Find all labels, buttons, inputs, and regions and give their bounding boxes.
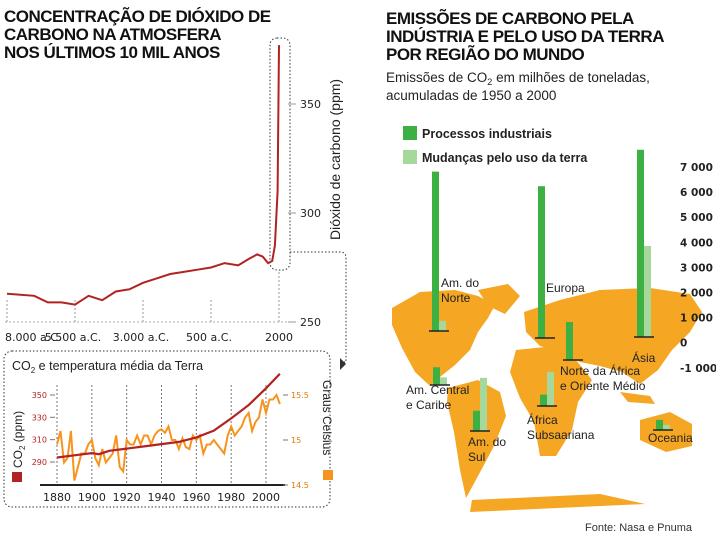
- x-tick-label: 8.000 a.C.: [5, 331, 61, 344]
- highlight-box: [269, 37, 291, 271]
- y-tick-label: 0: [680, 338, 687, 350]
- x-tick-label: 1920: [113, 491, 141, 504]
- region-label: Ásia: [632, 350, 656, 365]
- subtitle-line-1: Emissões de CO2 em milhões de toneladas,: [386, 70, 650, 87]
- region-label: Am. Central: [406, 383, 469, 397]
- region-label: Europa: [546, 281, 585, 295]
- right-title-line-2: INDÚSTRIA E PELO USO DA TERRA: [386, 27, 664, 46]
- y-tick-label: 4 000: [680, 237, 713, 249]
- chart-title: CO2 e temperatura média da Terra: [12, 359, 203, 375]
- region-label: África: [527, 412, 558, 427]
- y-axis-label: Dióxido de carbono (ppm): [327, 79, 343, 240]
- region-label: e Caribe: [406, 398, 452, 412]
- co2-line: [56, 373, 281, 459]
- x-tick-label: 2000: [265, 331, 293, 344]
- subtitle-line-2: acumuladas de 1950 a 2000: [386, 88, 556, 103]
- left-title-line-2: CARBONO NA ATMOSFERA: [4, 25, 221, 44]
- right-axis-label: Graus Celsius: [320, 380, 334, 480]
- x-tick-label: 5.500 a.C.: [45, 331, 101, 344]
- co2-temperature-chart: CO2 e temperatura média da Terra CO2 (pp…: [3, 350, 334, 508]
- y-tick-label: 350: [300, 98, 321, 111]
- x-tick-label: 1980: [217, 491, 245, 504]
- region-label: Am. do: [468, 435, 506, 449]
- right-y-tick-label: 15.5: [291, 391, 309, 400]
- right-y-tick-label: 15: [291, 436, 301, 445]
- y-tick-label: 5 000: [680, 212, 713, 224]
- region-label: Sul: [468, 450, 485, 464]
- right-y-tick-label: 14.5: [291, 481, 309, 490]
- svg-text:CO2 (ppm): CO2 (ppm): [11, 411, 27, 468]
- region-label: e Oriente Médio: [560, 379, 646, 393]
- x-tick-label: 500 a.C.: [186, 331, 232, 344]
- left-title-line-1: CONCENTRAÇÃO DE DIÓXIDO DE: [4, 6, 271, 26]
- left-y-tick-label: 290: [32, 458, 47, 467]
- chart-frame: [3, 350, 331, 508]
- legend-swatch-industrial: [403, 126, 417, 140]
- bar-land-use: [644, 245, 651, 337]
- left-y-tick-label: 310: [32, 436, 47, 445]
- bar-land-use: [480, 377, 487, 431]
- x-tick-label: 1900: [78, 491, 106, 504]
- bar-industrial: [540, 394, 547, 406]
- y-tick-label: 6 000: [680, 187, 713, 199]
- temperature-swatch: [323, 470, 333, 480]
- right-title-line-1: EMISSÕES DE CARBONO PELA: [386, 8, 634, 28]
- legend-label-industrial: Processos industriais: [422, 127, 552, 141]
- region-label: Am. do: [441, 276, 479, 290]
- y-tick-label: 300: [300, 207, 321, 220]
- co2-swatch: [12, 472, 22, 482]
- region-label: Norte da África: [560, 363, 640, 378]
- left-axis-label: CO2 (ppm): [11, 411, 27, 482]
- y-tick-label: 2 000: [680, 288, 713, 300]
- x-tick-label: 1940: [148, 491, 176, 504]
- legend-label-land-use: Mudanças pelo uso da terra: [422, 151, 588, 165]
- bar-industrial: [656, 419, 663, 430]
- x-tick-label: 1960: [182, 491, 210, 504]
- y-tick-label: 250: [300, 316, 321, 329]
- region-label: Oceania: [648, 431, 693, 445]
- left-y-tick-label: 350: [32, 391, 47, 400]
- source-note: Fonte: Nasa e Pnuma: [585, 522, 693, 534]
- bar-land-use: [440, 377, 447, 385]
- x-tick-label: 1880: [43, 491, 71, 504]
- y-tick-label: -1 000: [680, 363, 716, 375]
- x-tick-label: 2000: [252, 491, 280, 504]
- y-tick-label: 7 000: [680, 162, 713, 174]
- region-label: Subsaariana: [527, 428, 595, 442]
- bar-land-use: [439, 320, 446, 331]
- emissions-bar-chart: Processos industriais Mudanças pelo uso …: [403, 126, 716, 464]
- bar-industrial: [433, 367, 440, 385]
- co2-10000-years-chart: Dióxido de carbono (ppm) 8.000 a.C.5.500…: [5, 37, 347, 370]
- region-label: Norte: [441, 291, 471, 305]
- bar-industrial: [432, 171, 439, 331]
- y-tick-label: 3 000: [680, 262, 713, 274]
- svg-text:Graus Celsius: Graus Celsius: [320, 380, 334, 455]
- bar-industrial: [473, 410, 480, 431]
- connector-arrow: [340, 358, 346, 370]
- right-title-line-3: POR REGIÃO DO MUNDO: [386, 44, 585, 64]
- legend-swatch-land-use: [403, 150, 417, 164]
- y-tick-label: 1 000: [680, 313, 713, 325]
- bar-industrial: [566, 322, 573, 360]
- co2-line: [6, 45, 280, 306]
- bar-industrial: [637, 149, 644, 337]
- left-y-tick-label: 330: [32, 413, 47, 422]
- left-title-line-3: NOS ÚLTIMOS 10 MIL ANOS: [4, 43, 220, 62]
- x-tick-label: 3.000 a.C.: [113, 331, 169, 344]
- temperature-line: [56, 392, 281, 481]
- connector-line: [290, 251, 347, 363]
- bar-land-use: [663, 424, 670, 430]
- bar-industrial: [538, 186, 545, 338]
- bar-land-use: [547, 371, 554, 406]
